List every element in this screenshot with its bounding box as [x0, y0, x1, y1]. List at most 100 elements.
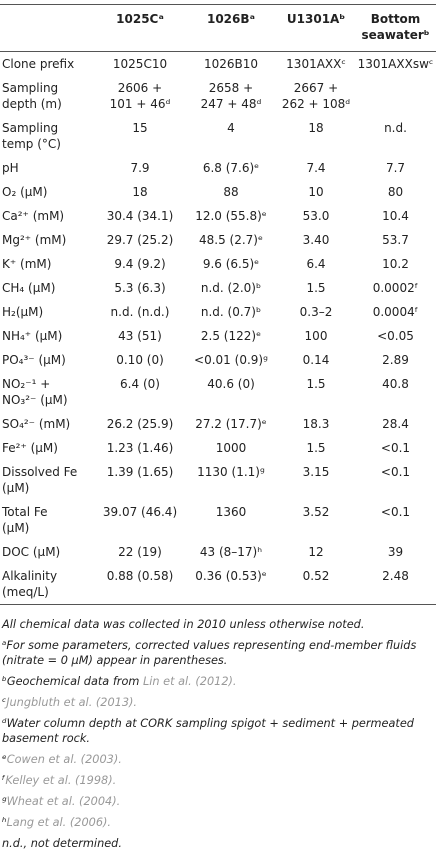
- cell: 1.5: [306, 377, 326, 391]
- footnote-reference: Wheat et al. (2004).: [6, 795, 121, 808]
- column-header: U1301Aᵇ: [277, 4, 355, 52]
- cell: 0.88 (0.58): [95, 564, 185, 605]
- table-row: Total Fe (μM) 39.07 (46.4) 1360 3.52 <0.1: [0, 500, 436, 540]
- cell: 3.15: [302, 465, 330, 479]
- cell: <0.1: [380, 441, 411, 455]
- table-row: Alkalinity (meq/L) 0.88 (0.58) 0.36 (0.53)…: [0, 564, 436, 605]
- footnote-reference: Cowen et al. (2003).: [6, 753, 122, 766]
- footnote: ᶜJungbluth et al. (2013).: [2, 695, 434, 710]
- cell: 53.0: [302, 209, 330, 223]
- footnote: ᵇGeochemical data from Lin et al. (2012)…: [2, 674, 434, 689]
- row-label: Alkalinity (meq/L): [0, 564, 95, 605]
- table-row: NH₄⁺ (μM) 43 (51) 2.5 (122)ᵉ 100 <0.05: [0, 324, 436, 348]
- cell: 10.2: [382, 257, 409, 271]
- table-row: Dissolved Fe (μM) 1.39 (1.65) 1130 (1.1)ᵍ 3…: [0, 460, 436, 500]
- cell: 2667 + 262 + 108ᵈ: [281, 81, 351, 111]
- table-row: H₂(μM) n.d. (n.d.) n.d. (0.7)ᵇ 0.3–2 0.0004ᶠ: [0, 300, 436, 324]
- footnote-text: All chemical data was collected in 2010 …: [2, 618, 365, 631]
- cell: 18.3: [302, 417, 330, 431]
- cell: 10.4: [382, 209, 409, 223]
- cell: 18: [308, 121, 324, 135]
- column-header: Bottom seawaterᵇ: [355, 4, 436, 52]
- cell: 6.4: [306, 257, 326, 271]
- row-label: SO₄²⁻ (mM): [2, 417, 71, 431]
- cell: <0.01 (0.9)ᵍ: [194, 353, 268, 367]
- footnotes: All chemical data was collected in 2010 …: [0, 605, 436, 851]
- cell: 80: [387, 185, 404, 199]
- header-row: 1025Cᵃ 1026Bᵃ U1301Aᵇ Bottom seawaterᵇ: [0, 4, 436, 52]
- row-label: NH₄⁺ (μM): [2, 329, 63, 343]
- cell: 3.40: [302, 233, 330, 247]
- table-row: Sampling depth (m) 2606 + 101 + 46ᵈ 2658 +…: [0, 76, 436, 116]
- cell: 7.7: [385, 161, 406, 175]
- footnote-reference: Kelley et al. (1998).: [5, 774, 117, 787]
- footnote-text: ᵈWater column depth at CORK sampling spi…: [2, 717, 414, 745]
- cell: 3.52: [302, 505, 330, 519]
- cell: 1026B10: [203, 57, 259, 71]
- cell: 6.8 (7.6)ᵉ: [202, 161, 260, 175]
- cell: 0.14: [302, 353, 330, 367]
- row-label: Sampling temp (°C): [2, 121, 61, 151]
- cell: 0.0004ᶠ: [372, 305, 419, 319]
- row-label: Clone prefix: [2, 57, 75, 71]
- cell: 0.10 (0): [116, 353, 164, 367]
- cell: 30.4 (34.1): [106, 209, 174, 223]
- cell: 0.0002ᶠ: [372, 281, 419, 295]
- cell: 27.2 (17.7)ᵉ: [195, 417, 267, 431]
- table-row: SO₄²⁻ (mM) 26.2 (25.9) 27.2 (17.7)ᵉ 18.3 28.…: [0, 412, 436, 436]
- table-row: NO₂⁻¹ + NO₃²⁻ (μM) 6.4 (0) 40.6 (0) 1.5 40.8: [0, 372, 436, 412]
- table-body: Clone prefix 1025C10 1026B10 1301AXXᶜ 1301AX…: [0, 52, 436, 605]
- row-label: Ca²⁺ (mM): [2, 209, 65, 223]
- row-label: NO₂⁻¹ + NO₃²⁻ (μM): [2, 377, 68, 407]
- table-row: DOC (μM) 22 (19) 43 (8–17)ʰ 12 39: [0, 540, 436, 564]
- table-row: Fe²⁺ (μM) 1.23 (1.46) 1000 1.5 <0.1: [0, 436, 436, 460]
- footnote: ᵍWheat et al. (2004).: [2, 794, 434, 809]
- footnote-text: ᵃFor some parameters, corrected values r…: [2, 639, 417, 667]
- table-row: CH₄ (μM) 5.3 (6.3) n.d. (2.0)ᵇ 1.5 0.0002ᶠ: [0, 276, 436, 300]
- table-row: K⁺ (mM) 9.4 (9.2) 9.6 (6.5)ᵉ 6.4 10.2: [0, 252, 436, 276]
- footnote-text: ᶠ: [2, 774, 6, 787]
- cell: 2658 + 247 + 48ᵈ: [200, 81, 262, 111]
- cell: 15: [132, 121, 148, 135]
- table-row: Sampling temp (°C) 15 4 18 n.d.: [0, 116, 436, 156]
- cell: <0.1: [380, 465, 411, 479]
- table-row: Mg²⁺ (mM) 29.7 (25.2) 48.5 (2.7)ᵉ 3.40 53.7: [0, 228, 436, 252]
- row-label: Sampling depth (m): [2, 81, 62, 111]
- corner-cell: [0, 4, 95, 52]
- cell: 1301AXXᶜ: [286, 57, 346, 71]
- footnote: n.d., not determined.: [2, 836, 434, 851]
- column-header: 1026Bᵃ: [185, 4, 277, 52]
- cell: <0.05: [377, 329, 414, 343]
- cell: 9.4 (9.2): [114, 257, 166, 271]
- cell: 1.5: [306, 441, 326, 455]
- row-label: CH₄ (μM): [2, 281, 56, 295]
- cell: 0.3–2: [299, 305, 333, 319]
- footnote: ᵃFor some parameters, corrected values r…: [2, 638, 434, 668]
- cell: 12: [308, 545, 324, 559]
- cell: 1.23 (1.46): [106, 441, 174, 455]
- cell: 1130 (1.1)ᵍ: [197, 465, 265, 479]
- footnote: All chemical data was collected in 2010 …: [2, 617, 434, 632]
- cell: 0.52: [277, 564, 355, 605]
- footnote: ʰLang et al. (2006).: [2, 815, 434, 830]
- cell: 88: [223, 185, 239, 199]
- table-row: O₂ (μM) 18 88 10 80: [0, 180, 436, 204]
- cell: 39: [387, 545, 404, 559]
- cell: n.d. (2.0)ᵇ: [200, 281, 262, 295]
- cell: 9.6 (6.5)ᵉ: [202, 257, 260, 271]
- cell: 29.7 (25.2): [106, 233, 174, 247]
- cell: 12.0 (55.8)ᵉ: [195, 209, 267, 223]
- cell: 1360: [215, 505, 247, 519]
- cell: 2606 + 101 + 46ᵈ: [109, 81, 171, 111]
- cell: 1000: [215, 441, 247, 455]
- row-label: Total Fe (μM): [2, 505, 48, 535]
- footnote-text: ᶜ: [2, 696, 7, 709]
- cell: 40.8: [382, 377, 409, 391]
- footnote-reference: Jungbluth et al. (2013).: [6, 696, 138, 709]
- cell: n.d. (n.d.): [110, 305, 170, 319]
- column-header: 1025Cᵃ: [95, 4, 185, 52]
- cell: 39.07 (46.4): [102, 505, 178, 519]
- cell: 48.5 (2.7)ᵉ: [199, 233, 263, 247]
- footnote-text: ᵉ: [2, 753, 7, 766]
- cell: 18: [132, 185, 148, 199]
